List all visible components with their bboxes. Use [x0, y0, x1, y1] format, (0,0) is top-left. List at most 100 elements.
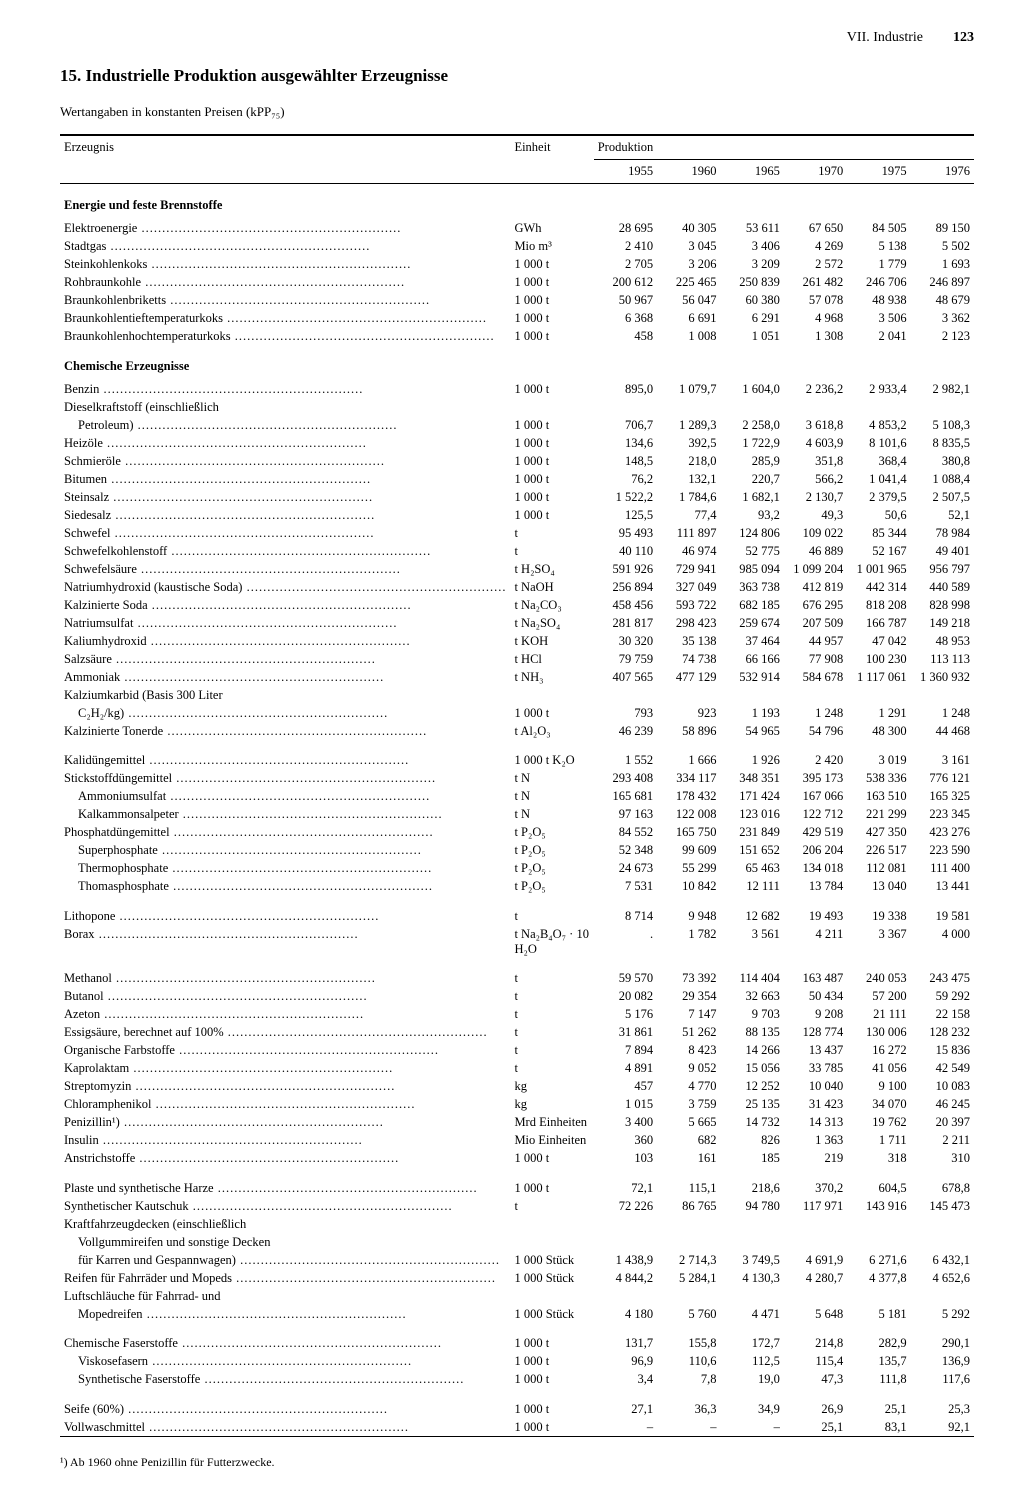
row-value: 285,9 [720, 452, 783, 470]
row-value: 3 618,8 [784, 416, 847, 434]
row-value: 214,8 [784, 1335, 847, 1353]
row-value: 12 252 [720, 1078, 783, 1096]
row-value: 37 464 [720, 632, 783, 650]
row-value: 261 482 [784, 273, 847, 291]
row-value: 7,8 [657, 1371, 720, 1389]
row-value: 111 400 [911, 860, 974, 878]
row-value: 231 849 [720, 824, 783, 842]
row-unit: 1 000 t [510, 380, 593, 398]
col-1970: 1970 [784, 160, 847, 184]
row-value: 1 088,4 [911, 470, 974, 488]
row-value: 9 703 [720, 1006, 783, 1024]
row-value: 6 432,1 [911, 1251, 974, 1269]
row-value: 30 320 [594, 632, 657, 650]
row-value: 4 853,2 [847, 416, 910, 434]
row-value: 220,7 [720, 470, 783, 488]
row-name: Natriumsulfat [60, 614, 510, 632]
row-value: 149 218 [911, 614, 974, 632]
row-value: 66 166 [720, 650, 783, 668]
row-value: 682 [657, 1132, 720, 1150]
row-unit: t Na₂CO₃ [510, 596, 593, 614]
row-value: 89 150 [911, 219, 974, 237]
row-value: 538 336 [847, 770, 910, 788]
production-table: Erzeugnis Einheit Produktion 1955 1960 1… [60, 134, 974, 1437]
row-value: 1 552 [594, 752, 657, 770]
row-value: 2 507,5 [911, 488, 974, 506]
row-value: 77,4 [657, 506, 720, 524]
row-value: 67 650 [784, 219, 847, 237]
row-unit: 1 000 t [510, 506, 593, 524]
row-unit: t P₂O₅ [510, 878, 593, 896]
row-value: 117 971 [784, 1197, 847, 1215]
row-unit: t NH₃ [510, 668, 593, 686]
row-value [657, 398, 720, 416]
row-unit: 1 000 t [510, 291, 593, 309]
row-value: 21 111 [847, 1006, 910, 1024]
row-value: 4 130,3 [720, 1269, 783, 1287]
row-value: 134 018 [784, 860, 847, 878]
row-value: 226 517 [847, 842, 910, 860]
row-value: 351,8 [784, 452, 847, 470]
row-name: Braunkohlenhochtemperaturkoks [60, 327, 510, 345]
row-value: 1 782 [657, 925, 720, 958]
row-name: Stadtgas [60, 237, 510, 255]
row-value: 440 589 [911, 578, 974, 596]
row-value: 143 916 [847, 1197, 910, 1215]
row-value: 5 292 [911, 1305, 974, 1323]
row-value: 31 861 [594, 1024, 657, 1042]
row-value: 895,0 [594, 380, 657, 398]
row-value: 223 345 [911, 806, 974, 824]
row-name: Ammoniak [60, 668, 510, 686]
row-value: 8 423 [657, 1042, 720, 1060]
row-value: 8 835,5 [911, 434, 974, 452]
section-title: Energie und feste Brennstoffe [60, 184, 974, 219]
row-value: 6 271,6 [847, 1251, 910, 1269]
row-value: 113 113 [911, 650, 974, 668]
row-value: 166 787 [847, 614, 910, 632]
row-value: 33 785 [784, 1060, 847, 1078]
row-unit: t [510, 1042, 593, 1060]
row-value: 19 493 [784, 907, 847, 925]
row-value: 165 750 [657, 824, 720, 842]
row-value: 19 581 [911, 907, 974, 925]
row-value: 5 181 [847, 1305, 910, 1323]
row-unit: Mrd Einheiten [510, 1114, 593, 1132]
row-value: 65 463 [720, 860, 783, 878]
row-value: 122 712 [784, 806, 847, 824]
row-name: Ammoniumsulfat [60, 788, 510, 806]
row-value: 13 437 [784, 1042, 847, 1060]
row-value [911, 1287, 974, 1305]
row-value: 9 100 [847, 1078, 910, 1096]
row-value: 16 272 [847, 1042, 910, 1060]
page-number: 123 [953, 30, 974, 46]
row-value: 360 [594, 1132, 657, 1150]
row-unit: t [510, 542, 593, 560]
row-value: 136,9 [911, 1353, 974, 1371]
row-value [847, 1233, 910, 1251]
row-value: 134,6 [594, 434, 657, 452]
row-value: – [657, 1418, 720, 1437]
row-value: 22 158 [911, 1006, 974, 1024]
col-unit: Einheit [510, 136, 593, 160]
subtitle: Wertangaben in konstanten Preisen (kPP₇₅… [60, 104, 974, 120]
row-value: 293 408 [594, 770, 657, 788]
row-value: – [720, 1418, 783, 1437]
row-value: 165 325 [911, 788, 974, 806]
row-value: 163 510 [847, 788, 910, 806]
row-value: 85 344 [847, 524, 910, 542]
row-value: 55 299 [657, 860, 720, 878]
row-value: 368,4 [847, 452, 910, 470]
row-value: 14 313 [784, 1114, 847, 1132]
row-name: Methanol [60, 970, 510, 988]
row-unit: t P₂O₅ [510, 860, 593, 878]
row-value: 19 762 [847, 1114, 910, 1132]
row-name: Bitumen [60, 470, 510, 488]
row-value: 2 982,1 [911, 380, 974, 398]
row-value: 4 377,8 [847, 1269, 910, 1287]
col-1975: 1975 [847, 160, 910, 184]
row-value: 6 691 [657, 309, 720, 327]
row-value: 48 679 [911, 291, 974, 309]
row-value: 42 549 [911, 1060, 974, 1078]
row-value: 50 967 [594, 291, 657, 309]
row-value: 10 842 [657, 878, 720, 896]
